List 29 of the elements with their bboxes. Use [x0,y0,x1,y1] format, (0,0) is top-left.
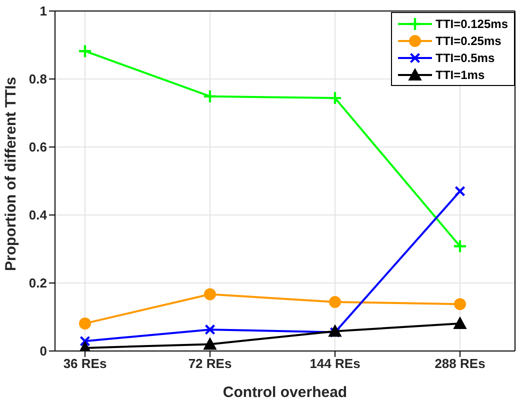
point [454,298,466,310]
legend-label: TTI=0.5ms [436,50,495,64]
legend-label: TTI=0.125ms [436,16,508,30]
x-axis-title: Control overhead [222,384,348,401]
point [454,316,466,329]
point [79,45,91,58]
y-tick-label: 1 [40,4,47,19]
y-tick-label: 0.8 [28,72,47,87]
y-tick-label: 0.4 [28,208,48,223]
y-axis-title: Proportion of different TTIs [2,76,20,271]
legend-label: TTI=1ms [436,68,485,82]
y-tick-label: 0.6 [28,140,47,155]
point [204,90,216,102]
point [204,288,216,300]
y-tick-label: 0.2 [28,276,47,291]
point [329,296,341,308]
point [204,338,216,350]
x-tick-label: 288 REs [434,356,486,372]
point [454,186,466,196]
x-tick-label: 36 REs [63,356,107,372]
y-tick-label: 0 [40,344,47,359]
point [328,324,342,337]
x-tick-label: 72 REs [188,356,232,372]
point [204,324,216,335]
x-tick-label: 144 REs [310,356,360,372]
point [329,92,341,104]
point [454,240,466,252]
legend-label: TTI=0.25ms [436,34,502,48]
point [79,317,91,330]
